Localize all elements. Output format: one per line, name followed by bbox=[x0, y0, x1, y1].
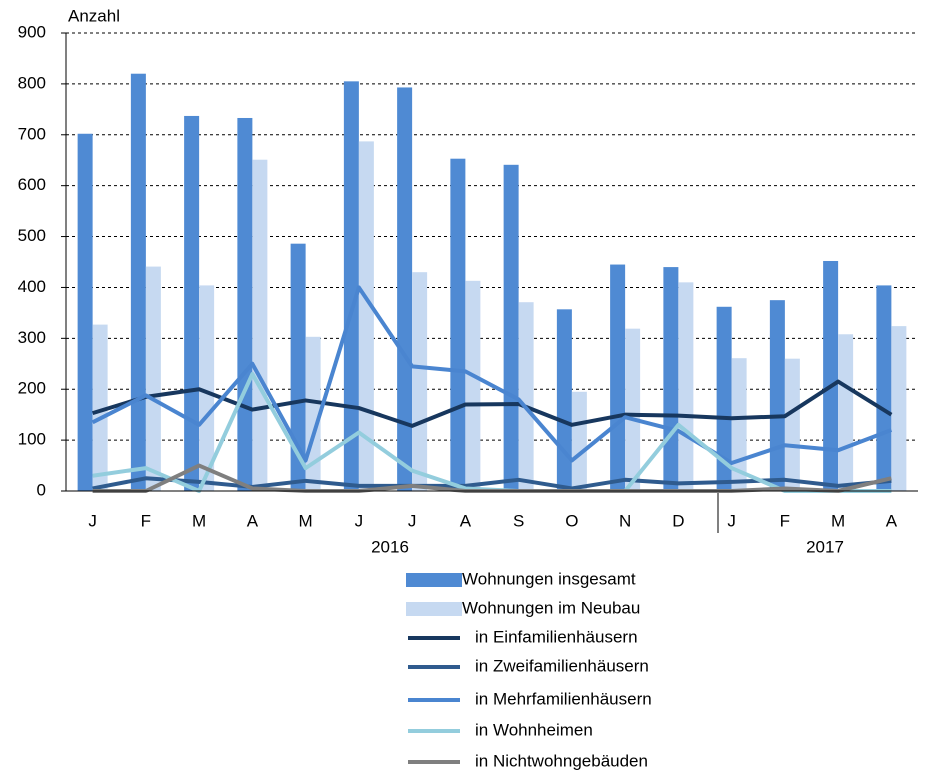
legend-label: Wohnungen insgesamt bbox=[462, 569, 636, 588]
y-tick-label: 100 bbox=[18, 430, 46, 449]
x-tick-label: D bbox=[672, 511, 684, 530]
y-tick-label: 800 bbox=[18, 73, 46, 92]
bar bbox=[237, 117, 253, 492]
bar bbox=[130, 73, 146, 491]
x-tick-label: N bbox=[619, 511, 631, 530]
bar bbox=[397, 87, 413, 491]
y-tick-label: 200 bbox=[18, 379, 46, 398]
bar bbox=[358, 141, 374, 492]
bar bbox=[412, 272, 428, 491]
bar bbox=[663, 267, 679, 491]
y-tick-label: 500 bbox=[18, 226, 46, 245]
bar bbox=[838, 334, 854, 491]
bar bbox=[199, 285, 215, 491]
bar bbox=[823, 260, 839, 491]
bar bbox=[784, 358, 800, 491]
y-tick-label: 300 bbox=[18, 328, 46, 347]
y-axis-label: Anzahl bbox=[68, 6, 120, 25]
bar bbox=[518, 302, 534, 491]
year-label: 2017 bbox=[806, 537, 844, 556]
legend-label: in Einfamilienhäusern bbox=[475, 627, 638, 646]
bar bbox=[290, 243, 306, 491]
x-tick-label: M bbox=[831, 511, 845, 530]
bar bbox=[556, 309, 572, 491]
line-series bbox=[92, 379, 893, 428]
legend-label: in Nichtwohngebäuden bbox=[475, 751, 648, 770]
legend-swatch bbox=[406, 602, 462, 616]
x-tick-label: J bbox=[355, 511, 364, 530]
bar bbox=[77, 133, 93, 491]
y-tick-label: 700 bbox=[18, 124, 46, 143]
bar bbox=[343, 81, 359, 491]
bar bbox=[769, 300, 785, 491]
legend-label: in Zweifamilienhäusern bbox=[475, 656, 649, 675]
bar bbox=[252, 159, 268, 492]
legend-label: Wohnungen im Neubau bbox=[462, 598, 640, 617]
bar bbox=[891, 326, 907, 491]
x-tick-label: M bbox=[299, 511, 313, 530]
bar bbox=[465, 280, 481, 491]
year-label: 2016 bbox=[371, 537, 409, 556]
legend-label: in Mehrfamilienhäusern bbox=[475, 689, 652, 708]
y-tick-label: 600 bbox=[18, 175, 46, 194]
bar bbox=[184, 115, 200, 492]
line-series bbox=[91, 285, 893, 466]
bar bbox=[571, 391, 587, 491]
x-tick-label: S bbox=[513, 511, 524, 530]
x-tick-label: A bbox=[460, 511, 472, 530]
y-tick-label: 0 bbox=[37, 480, 46, 499]
bar bbox=[503, 164, 519, 491]
x-tick-label: O bbox=[565, 511, 578, 530]
legend-label: in Wohnheimen bbox=[475, 720, 593, 739]
bar bbox=[678, 282, 694, 491]
bar bbox=[625, 328, 641, 491]
bar bbox=[92, 324, 108, 491]
bar bbox=[876, 285, 892, 491]
y-tick-label: 900 bbox=[18, 22, 46, 41]
x-tick-label: J bbox=[408, 511, 417, 530]
x-tick-label: F bbox=[780, 511, 790, 530]
x-tick-label: F bbox=[141, 511, 151, 530]
bar bbox=[450, 158, 466, 491]
legend-swatch bbox=[406, 573, 462, 587]
x-tick-label: J bbox=[88, 511, 97, 530]
x-tick-label: J bbox=[727, 511, 736, 530]
bar bbox=[145, 266, 161, 491]
y-tick-label: 400 bbox=[18, 277, 46, 296]
x-tick-label: A bbox=[247, 511, 259, 530]
x-tick-label: M bbox=[192, 511, 206, 530]
bar bbox=[610, 264, 626, 491]
x-tick-label: A bbox=[886, 511, 898, 530]
bar bbox=[716, 306, 732, 491]
